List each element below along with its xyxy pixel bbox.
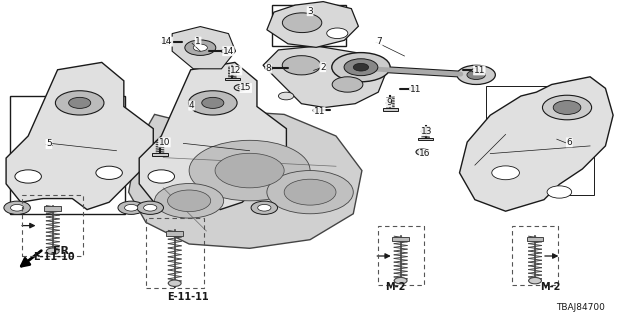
- Text: 4: 4: [189, 101, 195, 110]
- Polygon shape: [263, 46, 386, 108]
- Circle shape: [125, 204, 138, 211]
- Circle shape: [193, 44, 207, 51]
- Circle shape: [327, 28, 348, 38]
- Circle shape: [163, 40, 170, 44]
- Circle shape: [189, 91, 237, 115]
- Text: FR.: FR.: [53, 245, 74, 256]
- Circle shape: [472, 68, 479, 72]
- Text: 12: 12: [230, 66, 242, 75]
- Circle shape: [344, 59, 378, 76]
- Text: 3: 3: [307, 7, 313, 16]
- Circle shape: [137, 201, 163, 214]
- Text: 14: 14: [161, 37, 173, 46]
- Circle shape: [15, 170, 42, 183]
- Text: 1: 1: [195, 37, 201, 46]
- Text: 10: 10: [159, 138, 170, 147]
- Text: 14: 14: [223, 47, 234, 56]
- Circle shape: [353, 63, 369, 71]
- Text: M-2: M-2: [540, 282, 561, 292]
- Text: 2: 2: [320, 63, 326, 72]
- Polygon shape: [129, 110, 362, 248]
- Circle shape: [282, 56, 321, 75]
- FancyBboxPatch shape: [152, 153, 168, 156]
- Polygon shape: [267, 2, 358, 47]
- Circle shape: [265, 66, 273, 70]
- Circle shape: [467, 70, 485, 79]
- Bar: [486, 86, 594, 195]
- Circle shape: [420, 151, 425, 153]
- Circle shape: [215, 153, 284, 188]
- Circle shape: [229, 166, 255, 180]
- Circle shape: [416, 149, 429, 155]
- Circle shape: [409, 87, 417, 91]
- Circle shape: [284, 179, 336, 205]
- Bar: [22, 195, 83, 256]
- Text: E-11-11: E-11-11: [166, 292, 209, 302]
- Circle shape: [234, 84, 247, 91]
- Circle shape: [189, 140, 310, 201]
- Text: 6: 6: [566, 138, 572, 147]
- Text: 9: 9: [386, 98, 392, 107]
- Circle shape: [148, 170, 175, 183]
- Text: TBAJ84700: TBAJ84700: [556, 303, 605, 312]
- Bar: [512, 226, 558, 285]
- Circle shape: [543, 95, 591, 120]
- Circle shape: [202, 97, 224, 108]
- Circle shape: [168, 280, 181, 286]
- Circle shape: [251, 201, 278, 214]
- Circle shape: [238, 86, 243, 89]
- FancyBboxPatch shape: [383, 108, 398, 111]
- Text: 8: 8: [266, 64, 271, 73]
- Text: 16: 16: [419, 149, 431, 158]
- Circle shape: [155, 183, 224, 218]
- FancyBboxPatch shape: [392, 237, 409, 241]
- FancyBboxPatch shape: [418, 138, 433, 140]
- Circle shape: [68, 97, 91, 108]
- Circle shape: [118, 201, 145, 214]
- Polygon shape: [172, 27, 236, 69]
- Circle shape: [553, 100, 581, 115]
- Circle shape: [332, 77, 363, 92]
- Circle shape: [313, 108, 321, 112]
- Circle shape: [47, 248, 60, 254]
- Text: 11: 11: [474, 66, 485, 75]
- Text: 11: 11: [314, 108, 325, 116]
- Bar: [378, 226, 424, 285]
- Polygon shape: [140, 62, 287, 210]
- Circle shape: [185, 40, 216, 55]
- Circle shape: [4, 201, 30, 214]
- Text: E-11-10: E-11-10: [33, 252, 76, 262]
- Circle shape: [10, 204, 24, 211]
- Bar: [272, 5, 346, 46]
- Circle shape: [221, 49, 229, 53]
- Circle shape: [56, 91, 104, 115]
- Bar: [10, 96, 125, 214]
- Circle shape: [278, 92, 294, 100]
- Circle shape: [529, 277, 541, 284]
- Text: 5: 5: [46, 140, 52, 148]
- Polygon shape: [460, 77, 613, 211]
- Text: 13: 13: [421, 127, 433, 136]
- Text: 15: 15: [240, 84, 252, 92]
- Circle shape: [143, 204, 157, 211]
- Circle shape: [457, 65, 495, 84]
- Circle shape: [282, 13, 322, 33]
- Bar: [146, 218, 204, 288]
- Circle shape: [492, 166, 520, 180]
- Polygon shape: [6, 62, 154, 210]
- FancyBboxPatch shape: [166, 231, 183, 236]
- Circle shape: [267, 171, 353, 214]
- Text: 7: 7: [376, 37, 382, 46]
- FancyBboxPatch shape: [45, 206, 61, 211]
- Circle shape: [394, 277, 407, 284]
- Circle shape: [547, 186, 572, 198]
- FancyBboxPatch shape: [225, 78, 240, 80]
- Text: 11: 11: [410, 85, 421, 94]
- Circle shape: [96, 166, 122, 180]
- Circle shape: [168, 190, 211, 212]
- FancyBboxPatch shape: [527, 237, 543, 241]
- Circle shape: [258, 204, 271, 211]
- Circle shape: [332, 52, 390, 82]
- Text: M-2: M-2: [385, 282, 406, 292]
